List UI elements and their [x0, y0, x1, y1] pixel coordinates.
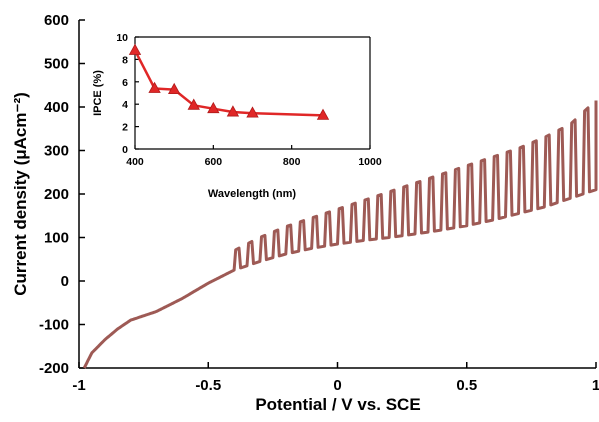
main-x-tick-label: -1: [72, 377, 85, 394]
inset-triangle-marker: [167, 82, 181, 95]
inset-x-tick-label: 800: [283, 156, 301, 168]
main-chart: -1 -0.5 0 0.5 1 -200-1000100200300400500600 …: [11, 12, 599, 414]
inset-y-tick-label: 8: [122, 54, 128, 66]
inset-x-tick-label: 600: [205, 156, 223, 168]
inset-triangle-marker: [187, 98, 200, 110]
inset-y-tick-label: 2: [122, 122, 128, 134]
main-y-axis-label: Current density (μAcm⁻²): [11, 92, 30, 296]
main-y-tick-label: 100: [44, 230, 69, 247]
inset-triangle-marker: [316, 108, 330, 120]
main-y-tick-label: 600: [44, 12, 69, 29]
inset-x-tick-label: 1000: [358, 156, 382, 168]
main-x-tick-label: -0.5: [195, 377, 221, 394]
inset-x-ticks: 400 600 800 1000: [126, 145, 382, 168]
main-y-tick-label: 0: [61, 273, 69, 290]
main-y-tick-label: -200: [39, 360, 69, 377]
inset-y-tick-label: 0: [122, 144, 128, 156]
main-y-ticks: -200 -100 0 100 200 300 400 500 600: [39, 12, 85, 377]
inset-y-axis-label: IPCE (%): [92, 70, 104, 116]
inset-x-tick-label: 400: [126, 156, 144, 168]
inset-chart: 400 600 800 1000 0 2 4 6 8 10 Wavelength (nm) IP…: [92, 32, 382, 200]
inset-y-tick-label: 6: [122, 77, 128, 89]
inset-triangle-marker: [128, 43, 142, 55]
inset-triangle-marker: [246, 106, 259, 118]
inset-triangle-marker: [207, 101, 220, 114]
main-x-tick-label: 0.5: [456, 377, 477, 394]
inset-triangle-marker: [226, 105, 240, 117]
inset-markers: [128, 43, 330, 120]
main-y-tick-label: 400: [44, 99, 69, 116]
main-y-tick-label: 200: [44, 186, 69, 203]
main-y-tick-label: -100: [39, 317, 69, 334]
main-x-axis-label: Potential / V vs. SCE: [255, 395, 420, 414]
main-y-tick-label: 300: [44, 143, 69, 160]
main-x-tick-label: 1: [592, 377, 599, 394]
inset-x-axis-label: Wavelength (nm): [208, 188, 297, 200]
main-y-tick-label: 500: [44, 56, 69, 73]
inset-y-tick-label: 4: [122, 99, 128, 111]
main-x-ticks: -1 -0.5 0 0.5 1: [72, 362, 599, 394]
main-photocurrent-line: [82, 100, 598, 369]
main-x-tick-label: 0: [333, 377, 341, 394]
inset-y-ticks: 0 2 4 6 8 10: [116, 32, 139, 156]
inset-y-tick-label: 10: [116, 32, 128, 44]
inset-triangle-marker: [148, 81, 161, 93]
